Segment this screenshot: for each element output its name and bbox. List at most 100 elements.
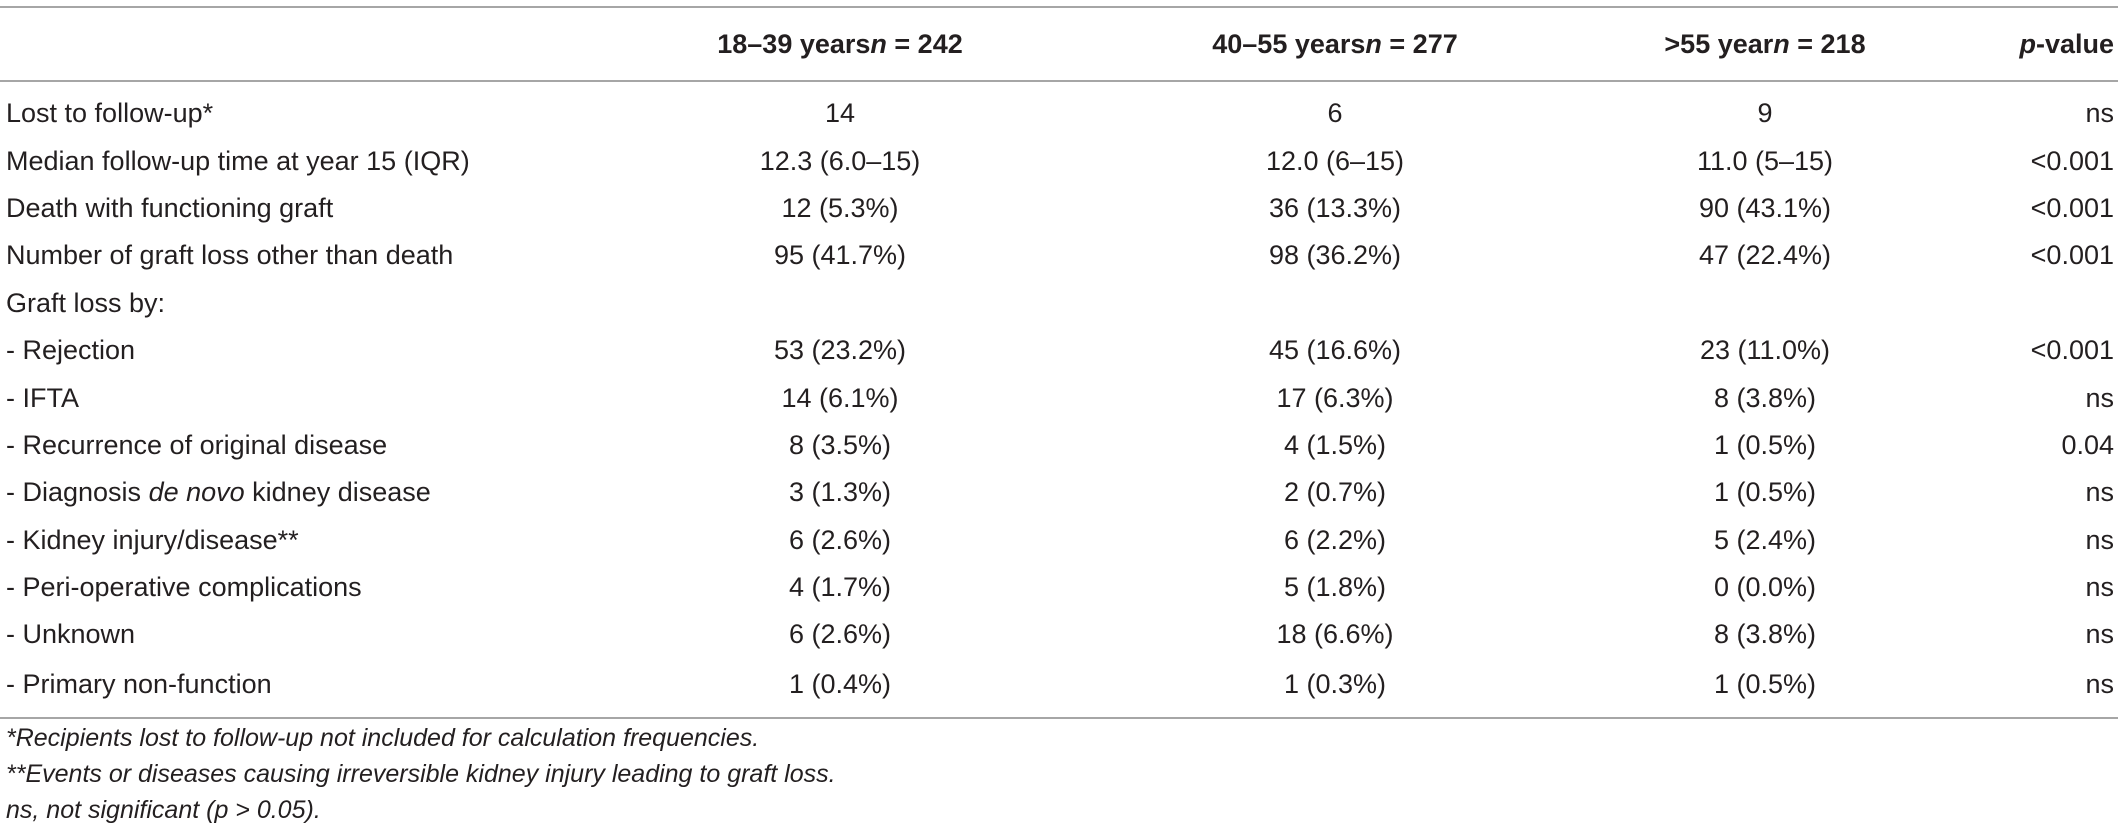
header-group-40-55-n: n (1365, 28, 1382, 59)
table-row: Death with functioning graft 12 (5.3%) 3… (0, 185, 2118, 232)
header-group-18-39-count: = 242 (886, 28, 963, 59)
row-label: - Kidney injury/disease** (6, 524, 299, 555)
header-group-18-39: 18–39 yearsn = 242 (590, 6, 1090, 82)
cell-group-40-55: 45 (16.6%) (1268, 335, 1402, 366)
cell-group-over-55: 8 (3.8%) (1713, 382, 1817, 413)
table-row: Median follow-up time at year 15 (IQR) 1… (0, 137, 2118, 184)
cell-group-40-55: 36 (13.3%) (1268, 192, 1402, 223)
header-group-over-55-n: n (1773, 28, 1790, 59)
table-row: - IFTA 14 (6.1%) 17 (6.3%) 8 (3.8%) ns (0, 374, 2118, 421)
cell-group-40-55: 98 (36.2%) (1268, 240, 1402, 271)
cell-group-40-55: 2 (0.7%) (1283, 477, 1387, 508)
cell-group-40-55: 17 (6.3%) (1276, 382, 1394, 413)
cell-group-18-39: 95 (41.7%) (773, 240, 907, 271)
cell-group-over-55: 8 (3.8%) (1713, 619, 1817, 650)
cell-group-over-55: 11.0 (5–15) (1696, 145, 1834, 176)
cell-group-over-55: 47 (22.4%) (1698, 240, 1832, 271)
row-label-suffix: kidney disease (244, 477, 431, 508)
footnote-ns-p: p (214, 796, 229, 824)
cell-group-40-55: 6 (2.2%) (1283, 524, 1387, 555)
cell-p-value: ns (2085, 477, 2114, 508)
cell-p-value: <0.001 (2030, 192, 2114, 223)
row-label: Lost to follow-up* (6, 98, 214, 129)
cell-group-40-55: 5 (1.8%) (1283, 572, 1387, 603)
row-label: - Peri-operative complications (6, 572, 362, 603)
header-group-18-39-n: n (870, 28, 887, 59)
cell-p-value: ns (2085, 98, 2114, 129)
cell-group-18-39: 6 (2.6%) (788, 619, 892, 650)
table-row: - Peri-operative complications 4 (1.7%) … (0, 564, 2118, 611)
header-p-letter: p (2019, 28, 2036, 59)
footnote-ns-prefix: ns, not significant ( (6, 796, 215, 824)
header-group-over-55-count: = 218 (1789, 28, 1866, 59)
table-row: Number of graft loss other than death 95… (0, 232, 2118, 279)
cell-group-18-39: 12.3 (6.0–15) (759, 145, 921, 176)
table-row: - Kidney injury/disease** 6 (2.6%) 6 (2.… (0, 517, 2118, 564)
cell-group-over-55 (1580, 280, 1950, 327)
cell-p-value: ns (2085, 524, 2114, 555)
cell-group-over-55: 1 (0.5%) (1713, 429, 1817, 460)
table-row: Graft loss by: (0, 280, 2118, 327)
table-header: 18–39 yearsn = 242 40–55 yearsn = 277 >5… (0, 6, 2118, 82)
cell-group-18-39: 6 (2.6%) (788, 524, 892, 555)
cell-group-18-39: 8 (3.5%) (788, 429, 892, 460)
row-label: - Primary non-function (0, 658, 590, 719)
cell-p-value: ns (2085, 572, 2114, 603)
header-group-40-55-count: = 277 (1381, 28, 1458, 59)
header-row: 18–39 yearsn = 242 40–55 yearsn = 277 >5… (0, 6, 2118, 82)
cell-p-value: <0.001 (2030, 335, 2114, 366)
cell-group-over-55: 90 (43.1%) (1698, 192, 1832, 223)
footnote-ns-suffix: > 0.05). (228, 796, 321, 824)
cell-group-18-39: 53 (23.2%) (773, 335, 907, 366)
header-group-40-55-range: 40–55 years (1212, 28, 1366, 59)
row-label: Death with functioning graft (6, 192, 334, 223)
header-label-column (0, 6, 590, 82)
row-label: Graft loss by: (6, 287, 166, 318)
row-label: - Rejection (6, 335, 136, 366)
footnote-kidney-injury: **Events or diseases causing irreversibl… (6, 760, 836, 788)
row-label: - Recurrence of original disease (6, 429, 388, 460)
cell-group-over-55: 1 (0.5%) (1580, 658, 1950, 719)
row-label-italic: de novo (148, 477, 245, 508)
graft-outcome-table: 18–39 yearsn = 242 40–55 yearsn = 277 >5… (0, 6, 2118, 719)
cell-group-over-55: 1 (0.5%) (1713, 477, 1817, 508)
cell-p-value (1950, 280, 2118, 327)
cell-p-value: <0.001 (2030, 240, 2114, 271)
cell-group-40-55 (1090, 280, 1580, 327)
row-label: Median follow-up time at year 15 (IQR) (6, 145, 470, 176)
cell-group-over-55: 23 (11.0%) (1699, 335, 1831, 366)
header-group-18-39-range: 18–39 years (717, 28, 871, 59)
cell-group-18-39: 14 (824, 98, 856, 129)
table-row: - Diagnosis de novo kidney disease 3 (1.… (0, 469, 2118, 516)
table-row: - Recurrence of original disease 8 (3.5%… (0, 422, 2118, 469)
cell-group-over-55: 5 (2.4%) (1713, 524, 1817, 555)
header-group-over-55-range: >55 year (1664, 28, 1774, 59)
cell-group-40-55: 4 (1.5%) (1283, 429, 1387, 460)
cell-group-18-39: 4 (1.7%) (788, 572, 892, 603)
row-label: - IFTA (6, 382, 79, 413)
cell-group-40-55: 12.0 (6–15) (1265, 145, 1405, 176)
table-row: - Unknown 6 (2.6%) 18 (6.6%) 8 (3.8%) ns (0, 611, 2118, 658)
footnote-lost-to-follow-up: *Recipients lost to follow-up not includ… (6, 724, 760, 752)
footnote-ns-definition: ns, not significant (p > 0.05). (6, 792, 836, 828)
header-p-suffix: -value (2035, 28, 2114, 59)
table-footnotes: *Recipients lost to follow-up not includ… (6, 720, 836, 828)
table-row: - Rejection 53 (23.2%) 45 (16.6%) 23 (11… (0, 327, 2118, 374)
cell-p-value: ns (2085, 619, 2114, 650)
cell-group-18-39: 14 (6.1%) (781, 382, 899, 413)
cell-group-18-39: 3 (1.3%) (788, 477, 892, 508)
header-group-over-55: >55 yearn = 218 (1580, 6, 1950, 82)
cell-group-18-39 (590, 280, 1090, 327)
table-body: Lost to follow-up* 14 6 9 ns Median foll… (0, 81, 2118, 719)
row-label: - Diagnosis de novo kidney disease (0, 469, 590, 516)
header-p-value: p-value (1950, 6, 2118, 82)
cell-group-40-55: 1 (0.3%) (1090, 658, 1580, 719)
row-label: Number of graft loss other than death (6, 240, 454, 271)
table-row: - Primary non-function 1 (0.4%) 1 (0.3%)… (0, 658, 2118, 719)
cell-group-40-55: 18 (6.6%) (1276, 619, 1394, 650)
cell-group-over-55: 0 (0.0%) (1713, 572, 1817, 603)
cell-group-40-55: 6 (1327, 98, 1343, 129)
row-label: - Unknown (6, 619, 136, 650)
cell-p-value: ns (2085, 382, 2114, 413)
row-label-prefix: - Diagnosis (6, 477, 149, 508)
